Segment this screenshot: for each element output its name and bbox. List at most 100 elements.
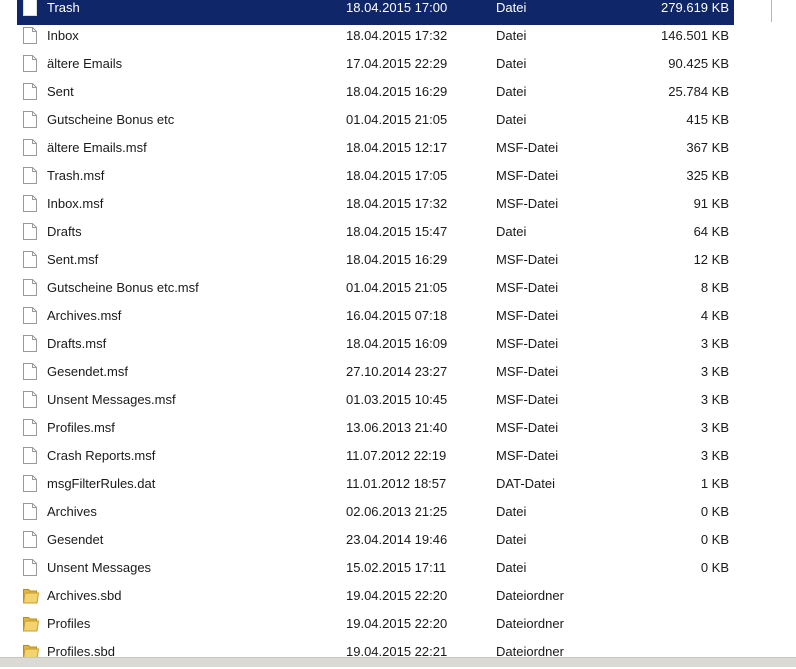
file-icon xyxy=(23,0,37,19)
file-icon xyxy=(23,391,37,411)
file-size: 3 KB xyxy=(700,336,729,351)
file-date: 17.04.2015 22:29 xyxy=(346,56,448,71)
file-name: Inbox.msf xyxy=(47,196,104,211)
file-name: Crash Reports.msf xyxy=(47,448,156,463)
file-date: 18.04.2015 16:29 xyxy=(346,84,448,99)
file-name: Archives.msf xyxy=(47,308,122,323)
file-name: Profiles.msf xyxy=(47,420,115,435)
file-name: Archives.sbd xyxy=(47,588,122,603)
file-size: 3 KB xyxy=(700,392,729,407)
file-row[interactable]: Sent.msf 18.04.2015 16:29 MSF-Datei 12 KB xyxy=(17,249,734,277)
file-type: Datei xyxy=(496,56,527,71)
file-row[interactable]: Drafts.msf 18.04.2015 16:09 MSF-Datei 3 KB xyxy=(17,333,734,361)
file-name: Drafts.msf xyxy=(47,336,107,351)
file-icon xyxy=(23,111,37,131)
file-icon xyxy=(23,475,37,495)
file-date: 18.04.2015 17:00 xyxy=(346,0,448,15)
file-row[interactable]: Trash.msf 18.04.2015 17:05 MSF-Datei 325 KB xyxy=(17,165,734,193)
file-date: 01.03.2015 10:45 xyxy=(346,392,448,407)
file-row[interactable]: Gutscheine Bonus etc 01.04.2015 21:05 Date… xyxy=(17,109,734,137)
file-size: 279.619 KB xyxy=(661,0,729,15)
file-icon xyxy=(23,447,37,467)
file-size: 25.784 KB xyxy=(668,84,729,99)
file-name: Profiles xyxy=(47,616,91,631)
file-size: 0 KB xyxy=(700,532,729,547)
file-type: Dateiordner xyxy=(496,644,564,659)
file-row[interactable]: Drafts 18.04.2015 15:47 Datei 64 KB xyxy=(17,221,734,249)
file-name: Gutscheine Bonus etc xyxy=(47,112,175,127)
file-row[interactable]: Unsent Messages 15.02.2015 17:11 Datei 0 KB xyxy=(17,557,734,585)
file-name: Gesendet xyxy=(47,532,104,547)
file-icon xyxy=(23,559,37,579)
file-icon xyxy=(23,503,37,523)
file-name: Archives xyxy=(47,504,97,519)
file-type: MSF-Datei xyxy=(496,364,559,379)
file-row[interactable]: ältere Emails.msf 18.04.2015 12:17 MSF-Dat… xyxy=(17,137,734,165)
file-row[interactable]: Crash Reports.msf 11.07.2012 22:19 MSF-Dat… xyxy=(17,445,734,473)
column-divider xyxy=(771,0,772,22)
file-row[interactable]: Trash 18.04.2015 17:00 Datei 279.619 KB xyxy=(17,0,734,25)
file-type: Datei xyxy=(496,224,527,239)
file-date: 11.07.2012 22:19 xyxy=(346,448,447,463)
file-icon xyxy=(23,279,37,299)
file-name: Profiles.sbd xyxy=(47,644,115,659)
file-type: Dateiordner xyxy=(496,616,564,631)
file-name: ältere Emails.msf xyxy=(47,140,147,155)
file-size: 8 KB xyxy=(700,280,729,295)
file-name: Drafts xyxy=(47,224,82,239)
file-icon xyxy=(23,223,37,243)
file-date: 11.01.2012 18:57 xyxy=(346,476,447,491)
file-icon xyxy=(23,55,37,75)
file-row[interactable]: msgFilterRules.dat 11.01.2012 18:57 DAT-Da… xyxy=(17,473,734,501)
file-size: 1 KB xyxy=(700,476,729,491)
file-date: 18.04.2015 17:05 xyxy=(346,168,448,183)
file-type: MSF-Datei xyxy=(496,308,559,323)
file-row[interactable]: Archives.sbd 19.04.2015 22:20 Dateiordner xyxy=(17,585,734,613)
file-icon xyxy=(23,167,37,187)
file-size: 3 KB xyxy=(700,448,729,463)
file-type: MSF-Datei xyxy=(496,336,559,351)
file-row[interactable]: Sent 18.04.2015 16:29 Datei 25.784 KB xyxy=(17,81,734,109)
file-size: 0 KB xyxy=(700,560,729,575)
file-name: Unsent Messages.msf xyxy=(47,392,176,407)
file-row[interactable]: Inbox.msf 18.04.2015 17:32 MSF-Datei 91 KB xyxy=(17,193,734,221)
file-row[interactable]: Gesendet 23.04.2014 19:46 Datei 0 KB xyxy=(17,529,734,557)
file-row[interactable]: ältere Emails 17.04.2015 22:29 Datei 90.425… xyxy=(17,53,734,81)
file-icon xyxy=(22,615,40,635)
file-date: 19.04.2015 22:20 xyxy=(346,588,448,603)
file-type: Datei xyxy=(496,560,527,575)
file-type: Datei xyxy=(496,504,527,519)
file-icon xyxy=(23,363,37,383)
file-row[interactable]: Gutscheine Bonus etc.msf 01.04.2015 21:05… xyxy=(17,277,734,305)
file-name: Unsent Messages xyxy=(47,560,152,575)
file-row[interactable]: Profiles 19.04.2015 22:20 Dateiordner xyxy=(17,613,734,641)
file-name: ältere Emails xyxy=(47,56,123,71)
file-type: Datei xyxy=(496,84,527,99)
file-type: MSF-Datei xyxy=(496,280,559,295)
file-size: 3 KB xyxy=(700,364,729,379)
file-row[interactable]: Gesendet.msf 27.10.2014 23:27 MSF-Datei 3 K… xyxy=(17,361,734,389)
file-row[interactable]: Archives.msf 16.04.2015 07:18 MSF-Datei 4 K… xyxy=(17,305,734,333)
file-type: Datei xyxy=(496,28,527,43)
file-icon xyxy=(23,139,37,159)
file-row[interactable]: Archives 02.06.2013 21:25 Datei 0 KB xyxy=(17,501,734,529)
file-size: 12 KB xyxy=(693,252,729,267)
file-size: 325 KB xyxy=(686,168,729,183)
file-date: 18.04.2015 17:32 xyxy=(346,196,448,211)
file-date: 23.04.2014 19:46 xyxy=(346,532,448,547)
file-size: 90.425 KB xyxy=(668,56,729,71)
file-row[interactable]: Inbox 18.04.2015 17:32 Datei 146.501 KB xyxy=(17,25,734,53)
file-icon xyxy=(23,83,37,103)
file-type: MSF-Datei xyxy=(496,252,559,267)
file-name: Inbox xyxy=(47,28,79,43)
file-row[interactable]: Profiles.msf 13.06.2013 21:40 MSF-Datei 3 K… xyxy=(17,417,734,445)
file-size: 4 KB xyxy=(700,308,729,323)
file-type: Datei xyxy=(496,532,527,547)
file-row[interactable]: Unsent Messages.msf 01.03.2015 10:45 MSF-D… xyxy=(17,389,734,417)
file-date: 27.10.2014 23:27 xyxy=(346,364,448,379)
file-name: Trash xyxy=(47,0,80,15)
file-type: MSF-Datei xyxy=(496,448,559,463)
file-name: Trash.msf xyxy=(47,168,105,183)
file-type: Datei xyxy=(496,112,527,127)
